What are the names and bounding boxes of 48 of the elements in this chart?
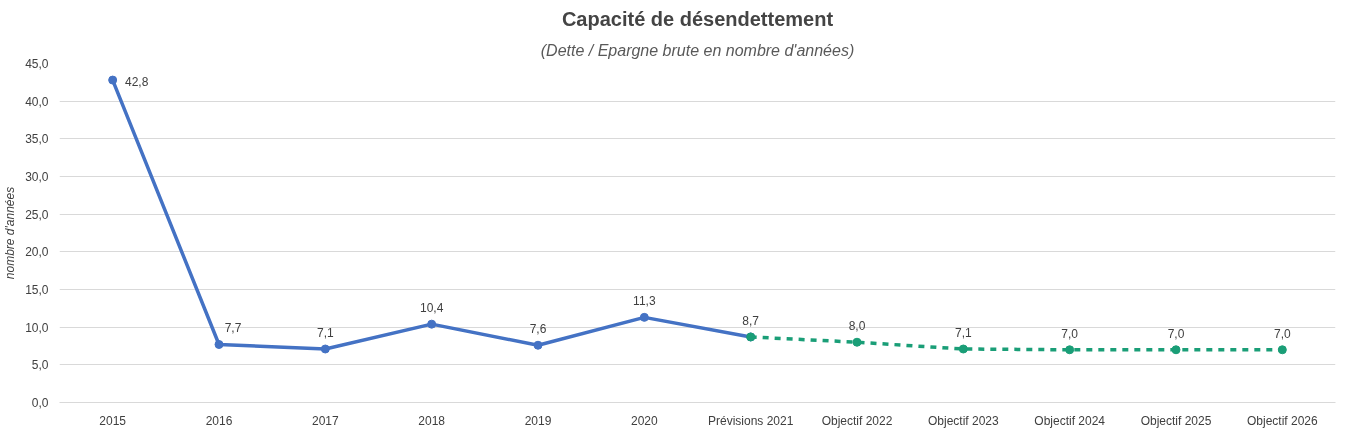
point [639,312,649,322]
x-tick-label: Prévisions 2021 [707,413,794,428]
x-tick-label: Objectif 2025 [1140,413,1212,428]
y-tick-label: 5,0 [31,358,49,373]
y-tick-label: 45,0 [25,57,49,71]
data-label: 42,8 [124,75,149,90]
y-tick-label: 0,0 [31,396,49,410]
point [1065,345,1075,355]
data-label: 10,4 [419,301,444,316]
y-axis-title: nombre d'années [3,186,18,280]
x-tick-label: 2015 [99,413,127,428]
data-label: 7,0 [1167,326,1185,341]
data-label: 11,3 [633,294,656,309]
point [427,319,437,329]
x-tick-label: 2020 [630,413,659,428]
data-label: 7,6 [529,322,547,337]
data-label: 8,0 [848,319,866,334]
y-tick-label: 40,0 [25,94,49,109]
point [852,337,862,347]
data-label: 8,7 [742,313,760,328]
y-tick-label: 25,0 [25,207,49,222]
point [1277,345,1287,355]
x-tick-label: Objectif 2023 [927,413,1000,428]
x-tick-label: Objectif 2022 [821,413,893,428]
y-tick-label: 35,0 [25,132,49,147]
data-label: 7,0 [1273,326,1291,341]
y-tick-label: 20,0 [25,245,49,260]
y-tick-label: 10,0 [25,320,49,335]
point [108,75,118,85]
data-label: 7,1 [316,326,334,341]
y-tick-label: 15,0 [25,283,49,297]
chart-subtitle: (Dette / Epargne brute en nombre d'années) [540,41,855,59]
chart-title: Capacité de désendettement [561,7,834,30]
point [214,340,224,349]
data-label: 7,1 [954,326,972,341]
x-tick-label: Objectif 2026 [1246,413,1319,428]
point [320,344,330,354]
point [958,344,968,354]
data-label: 7,7 [224,321,242,336]
x-tick-label: 2017 [311,413,340,428]
x-tick-label: 2016 [205,413,233,428]
point [1171,345,1181,355]
x-tick-label: 2019 [524,413,552,428]
x-tick-label: 2018 [418,413,446,428]
data-label: 7,0 [1061,326,1079,341]
point [533,340,543,350]
y-tick-label: 30,0 [25,170,49,184]
x-tick-label: Objectif 2024 [1034,413,1106,428]
